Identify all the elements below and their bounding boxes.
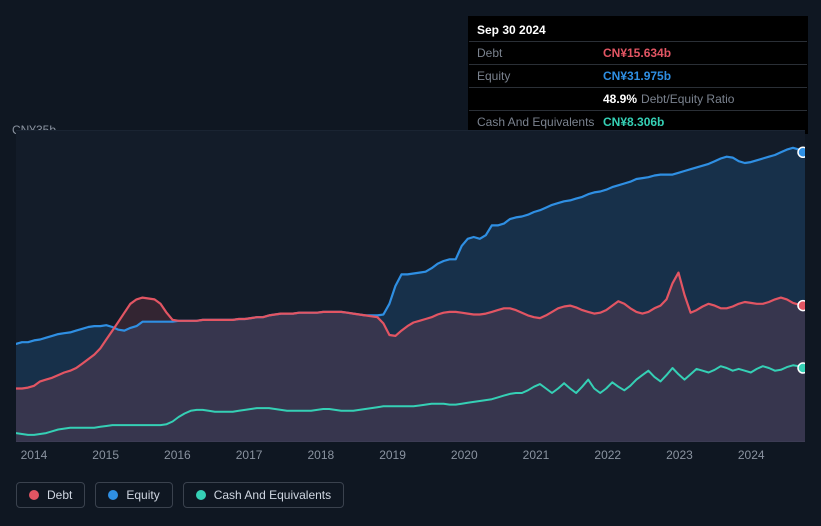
tooltip-value: CN¥31.975b	[603, 69, 671, 83]
chart-plot-area[interactable]	[16, 130, 805, 442]
chart-tooltip: Sep 30 2024 Debt CN¥15.634b Equity CN¥31…	[468, 16, 808, 134]
x-axis-tick: 2017	[236, 448, 263, 462]
tooltip-date: Sep 30 2024	[469, 17, 807, 41]
x-axis-tick: 2023	[666, 448, 693, 462]
legend-label: Debt	[47, 488, 72, 502]
x-axis-tick: 2019	[379, 448, 406, 462]
tooltip-value: CN¥15.634b	[603, 46, 671, 60]
x-axis-tick: 2016	[164, 448, 191, 462]
x-axis-tick: 2018	[307, 448, 334, 462]
legend-item-debt[interactable]: Debt	[16, 482, 85, 508]
tooltip-value: 48.9%	[603, 92, 637, 106]
legend-label: Cash And Equivalents	[214, 488, 331, 502]
x-axis-tick: 2024	[738, 448, 765, 462]
x-axis-tick: 2020	[451, 448, 478, 462]
tooltip-row-ratio: 48.9% Debt/Equity Ratio	[469, 87, 807, 110]
chart-svg	[16, 130, 805, 442]
legend-dot-icon	[29, 490, 39, 500]
tooltip-label: Debt	[477, 46, 603, 60]
x-axis-tick: 2015	[92, 448, 119, 462]
tooltip-label: Cash And Equivalents	[477, 115, 603, 129]
x-axis-tick: 2014	[21, 448, 48, 462]
legend-dot-icon	[196, 490, 206, 500]
chart-container: Sep 30 2024 Debt CN¥15.634b Equity CN¥31…	[0, 0, 821, 526]
tooltip-note: Debt/Equity Ratio	[641, 92, 734, 106]
tooltip-value: CN¥8.306b	[603, 115, 664, 129]
legend-label: Equity	[126, 488, 159, 502]
tooltip-row-equity: Equity CN¥31.975b	[469, 64, 807, 87]
tooltip-row-debt: Debt CN¥15.634b	[469, 41, 807, 64]
x-axis: 2014 2015 2016 2017 2018 2019 2020 2021 2022 2023…	[16, 448, 805, 468]
legend-item-equity[interactable]: Equity	[95, 482, 172, 508]
tooltip-label: Equity	[477, 69, 603, 83]
legend-item-cash[interactable]: Cash And Equivalents	[183, 482, 344, 508]
chart-legend: Debt Equity Cash And Equivalents	[16, 482, 344, 508]
x-axis-tick: 2022	[594, 448, 621, 462]
x-axis-tick: 2021	[523, 448, 550, 462]
legend-dot-icon	[108, 490, 118, 500]
